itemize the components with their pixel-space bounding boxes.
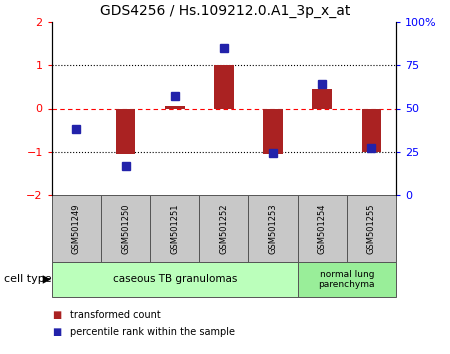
Bar: [165, 106, 184, 108]
Text: percentile rank within the sample: percentile rank within the sample: [70, 327, 235, 337]
Bar: [362, 108, 381, 152]
Bar: [347, 195, 396, 262]
Bar: [214, 65, 234, 108]
Bar: [297, 262, 396, 297]
Text: ■: ■: [52, 327, 61, 337]
Text: GSM501252: GSM501252: [220, 203, 228, 254]
Text: GSM501250: GSM501250: [121, 203, 130, 254]
Bar: [312, 89, 332, 108]
Text: caseous TB granulomas: caseous TB granulomas: [112, 274, 237, 285]
Polygon shape: [43, 275, 51, 284]
Bar: [52, 195, 101, 262]
Text: cell type: cell type: [4, 274, 52, 285]
Bar: [52, 262, 297, 297]
Text: GSM501255: GSM501255: [367, 203, 376, 254]
Text: normal lung
parenchyma: normal lung parenchyma: [319, 270, 375, 289]
Bar: [150, 195, 199, 262]
Bar: [101, 195, 150, 262]
Bar: [199, 195, 248, 262]
Text: GDS4256 / Hs.109212.0.A1_3p_x_at: GDS4256 / Hs.109212.0.A1_3p_x_at: [100, 5, 350, 18]
Text: GSM501254: GSM501254: [318, 203, 327, 254]
Text: transformed count: transformed count: [70, 310, 161, 320]
Bar: [297, 195, 347, 262]
Text: GSM501253: GSM501253: [269, 203, 278, 254]
Text: GSM501251: GSM501251: [170, 203, 179, 254]
Bar: [116, 108, 135, 154]
Text: GSM501249: GSM501249: [72, 203, 81, 254]
Text: ■: ■: [52, 310, 61, 320]
Bar: [263, 108, 283, 154]
Bar: [248, 195, 297, 262]
